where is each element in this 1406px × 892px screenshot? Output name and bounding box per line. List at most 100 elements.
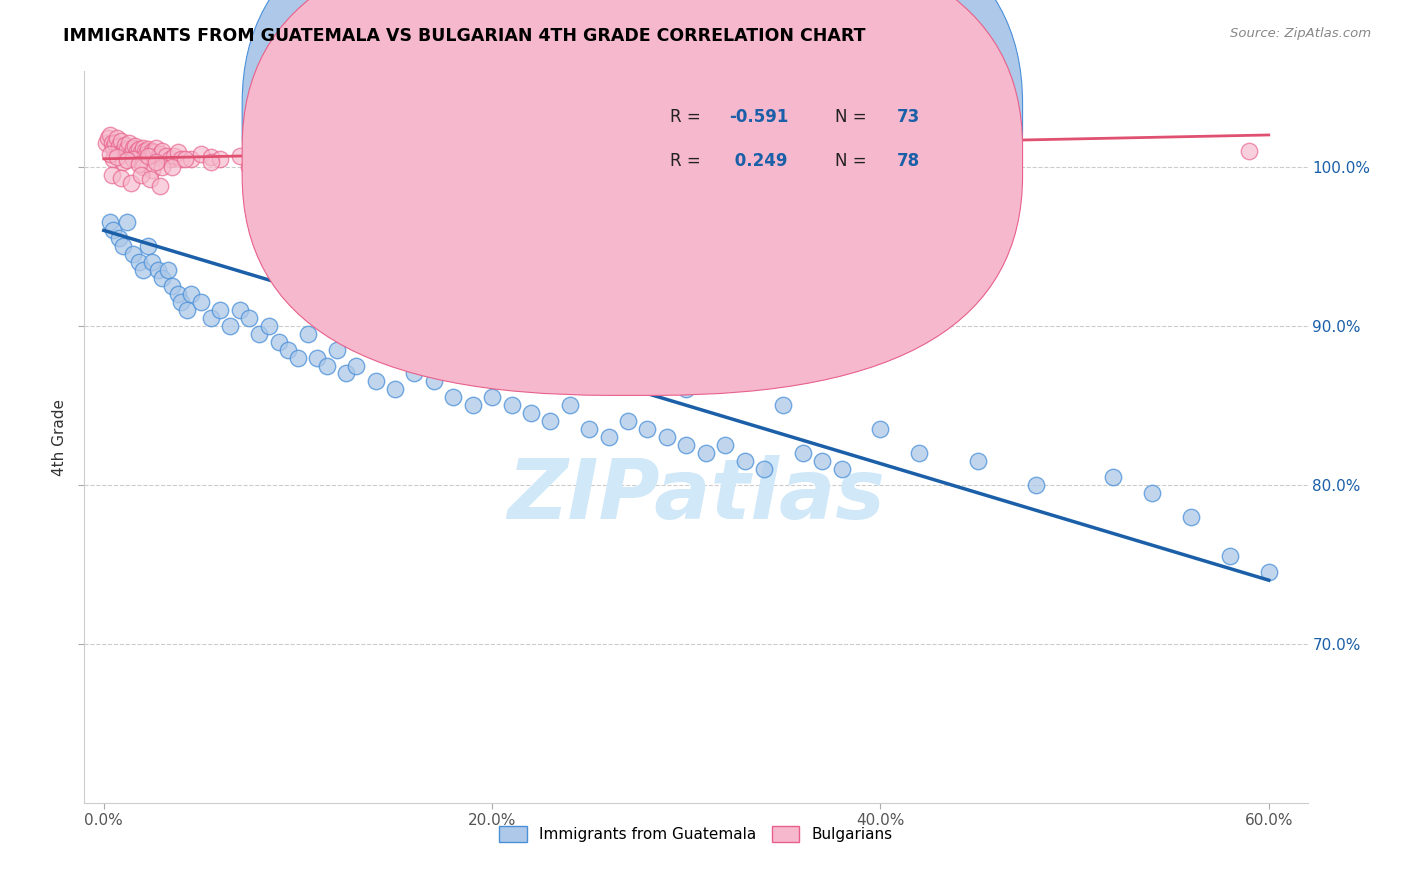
Text: ZIPatlas: ZIPatlas — [508, 455, 884, 536]
Point — [100, 168, 122, 182]
Text: R =: R = — [671, 108, 706, 126]
Point — [209, 302, 232, 317]
Point — [112, 239, 135, 253]
Point — [501, 398, 523, 412]
Point — [209, 152, 232, 166]
Point — [1102, 470, 1125, 484]
Text: 0.249: 0.249 — [728, 152, 787, 169]
Point — [143, 145, 166, 160]
Point — [122, 141, 145, 155]
Text: IMMIGRANTS FROM GUATEMALA VS BULGARIAN 4TH GRADE CORRELATION CHART: IMMIGRANTS FROM GUATEMALA VS BULGARIAN 4… — [63, 27, 866, 45]
Point — [966, 454, 988, 468]
Point — [128, 156, 150, 170]
Point — [180, 152, 202, 166]
Point — [257, 318, 280, 333]
Point — [267, 334, 290, 349]
Point — [335, 367, 357, 381]
Point — [124, 139, 146, 153]
Point — [125, 144, 148, 158]
Point — [145, 155, 167, 169]
Point — [141, 163, 163, 178]
Point — [103, 141, 125, 155]
Point — [267, 148, 290, 162]
Point — [128, 142, 150, 156]
Point — [98, 128, 121, 142]
Text: Source: ZipAtlas.com: Source: ZipAtlas.com — [1230, 27, 1371, 40]
FancyBboxPatch shape — [242, 0, 1022, 395]
Point — [115, 153, 138, 168]
Point — [307, 152, 329, 166]
Point — [384, 383, 406, 397]
Point — [1142, 485, 1164, 500]
Point — [163, 148, 186, 162]
Point — [1025, 477, 1047, 491]
Point — [752, 462, 775, 476]
Point — [155, 148, 177, 162]
Point — [1219, 549, 1241, 564]
Point — [228, 302, 250, 317]
Point — [138, 142, 160, 156]
Point — [247, 326, 270, 341]
Point — [128, 255, 150, 269]
Point — [831, 462, 853, 476]
Point — [481, 148, 503, 162]
Point — [131, 141, 153, 155]
Text: 73: 73 — [897, 108, 920, 126]
Point — [150, 271, 173, 285]
Point — [160, 160, 183, 174]
Point — [174, 152, 197, 166]
Point — [675, 383, 697, 397]
Point — [180, 287, 202, 301]
Point — [149, 178, 172, 193]
Point — [441, 390, 464, 404]
Point — [617, 414, 640, 428]
Point — [326, 343, 349, 357]
Point — [675, 200, 697, 214]
Point — [520, 406, 543, 420]
Point — [166, 145, 188, 160]
Point — [326, 147, 349, 161]
Point — [170, 152, 193, 166]
Point — [461, 398, 484, 412]
Point — [1257, 566, 1279, 580]
Point — [122, 152, 145, 166]
Point — [441, 152, 464, 166]
Point — [200, 150, 222, 164]
Point — [134, 144, 156, 158]
Point — [97, 131, 120, 145]
Point — [112, 144, 135, 158]
Point — [170, 294, 193, 309]
Point — [105, 150, 128, 164]
Point — [114, 137, 136, 152]
Point — [277, 343, 299, 357]
Point — [149, 147, 172, 161]
Point — [238, 310, 260, 325]
Point — [695, 446, 717, 460]
Point — [100, 136, 122, 150]
Point — [287, 351, 309, 365]
Point — [139, 172, 162, 186]
Point — [108, 231, 131, 245]
Point — [150, 160, 173, 174]
Point — [1180, 509, 1202, 524]
Point — [104, 136, 127, 150]
Text: N =: N = — [835, 152, 872, 169]
Point — [811, 454, 834, 468]
Point — [98, 215, 121, 229]
Point — [122, 247, 145, 261]
Point — [156, 263, 179, 277]
Point — [110, 134, 132, 148]
Point — [228, 148, 250, 162]
Text: 78: 78 — [897, 152, 920, 169]
Point — [277, 156, 299, 170]
Point — [384, 255, 406, 269]
Point — [792, 446, 814, 460]
Point — [146, 263, 169, 277]
Point — [98, 147, 121, 161]
Point — [404, 367, 426, 381]
Point — [247, 152, 270, 166]
Point — [481, 390, 503, 404]
Point — [772, 398, 794, 412]
Point — [578, 422, 600, 436]
Point — [108, 139, 131, 153]
